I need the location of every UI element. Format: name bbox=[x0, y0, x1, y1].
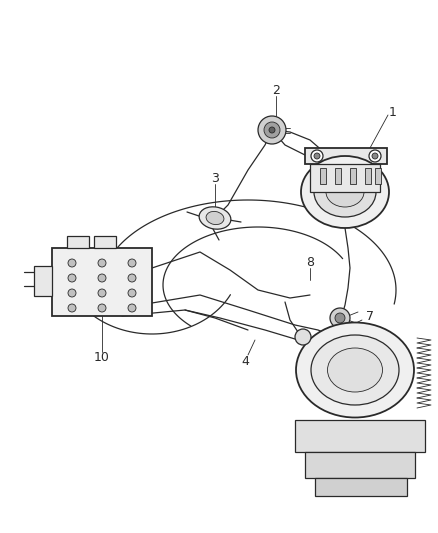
Circle shape bbox=[310, 150, 322, 162]
Circle shape bbox=[68, 289, 76, 297]
Ellipse shape bbox=[313, 167, 375, 217]
Bar bbox=[374, 168, 380, 184]
Circle shape bbox=[68, 274, 76, 282]
Circle shape bbox=[98, 259, 106, 267]
Ellipse shape bbox=[327, 348, 381, 392]
Circle shape bbox=[98, 274, 106, 282]
Bar bbox=[314, 478, 406, 496]
Circle shape bbox=[268, 127, 274, 133]
Bar bbox=[94, 236, 116, 248]
Text: 10: 10 bbox=[94, 351, 110, 365]
Bar bbox=[294, 420, 424, 452]
Bar bbox=[364, 168, 370, 184]
Bar bbox=[334, 168, 340, 184]
Text: 7: 7 bbox=[365, 310, 373, 322]
Circle shape bbox=[128, 289, 136, 297]
Bar bbox=[34, 266, 52, 296]
Circle shape bbox=[258, 116, 285, 144]
Text: 1: 1 bbox=[388, 106, 396, 118]
Ellipse shape bbox=[205, 212, 223, 224]
Circle shape bbox=[68, 304, 76, 312]
Bar bbox=[304, 452, 414, 478]
Circle shape bbox=[128, 274, 136, 282]
Bar bbox=[319, 168, 325, 184]
Ellipse shape bbox=[300, 156, 388, 228]
Text: 2: 2 bbox=[272, 84, 279, 96]
Bar bbox=[52, 248, 152, 316]
Bar bbox=[67, 236, 89, 248]
Bar bbox=[349, 168, 355, 184]
Ellipse shape bbox=[325, 177, 363, 207]
Circle shape bbox=[334, 313, 344, 323]
Text: 4: 4 bbox=[240, 356, 248, 368]
Circle shape bbox=[294, 329, 310, 345]
Circle shape bbox=[263, 122, 279, 138]
Circle shape bbox=[98, 304, 106, 312]
Ellipse shape bbox=[199, 207, 230, 229]
Circle shape bbox=[128, 304, 136, 312]
Circle shape bbox=[313, 153, 319, 159]
Circle shape bbox=[368, 150, 380, 162]
Text: 3: 3 bbox=[211, 172, 219, 184]
Text: 8: 8 bbox=[305, 255, 313, 269]
Bar bbox=[304, 148, 386, 164]
Bar bbox=[309, 164, 379, 192]
Ellipse shape bbox=[310, 335, 398, 405]
Ellipse shape bbox=[295, 322, 413, 417]
Circle shape bbox=[329, 308, 349, 328]
Circle shape bbox=[128, 259, 136, 267]
Circle shape bbox=[371, 153, 377, 159]
Circle shape bbox=[68, 259, 76, 267]
Circle shape bbox=[98, 289, 106, 297]
